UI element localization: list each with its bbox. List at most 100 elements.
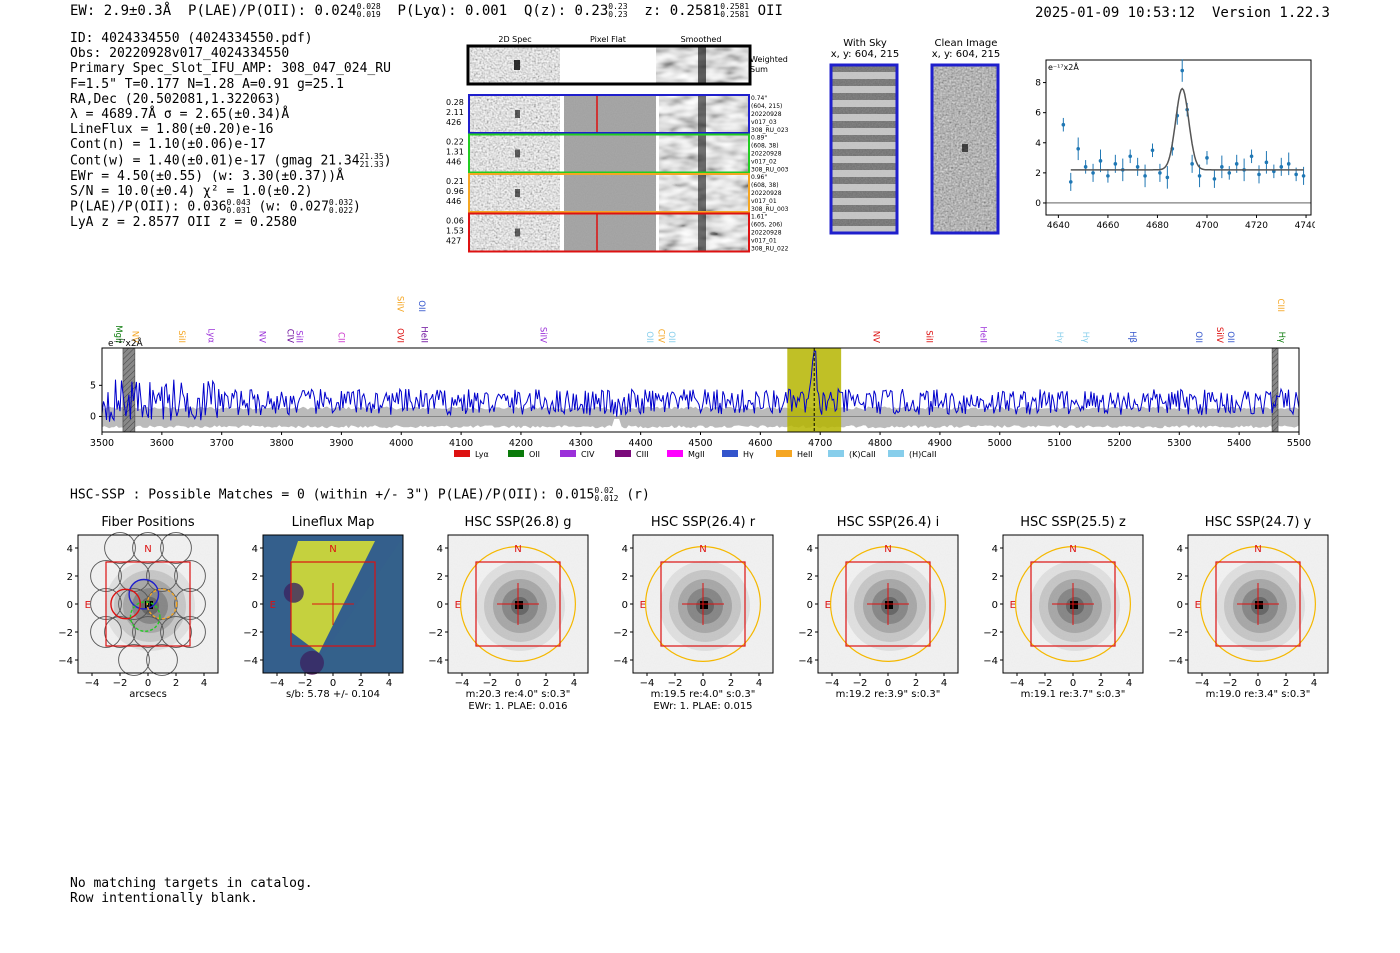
plae-w-hi: 0.032 [328,198,354,208]
hsc-search-box [1215,561,1301,647]
spectrum-line-label: OII [666,331,676,343]
zoom-xtick-label: 4700 [1196,221,1219,231]
clean-image [930,63,1000,235]
hsc-xtick-label: −4 [85,678,100,689]
legend-label: HeII [797,450,813,459]
fiber-circle [160,616,192,648]
footer: No matching targets in catalog. Row inte… [70,876,313,906]
sky-images [829,63,1000,235]
legend-label: Lyα [475,450,489,459]
spectrum-line-label: SiII [176,330,186,343]
header-qz-lo: 0.23 [608,10,628,19]
legend-swatch [776,450,792,457]
cutout-smooth-line [698,95,706,133]
spectrum-line-label: MgII [113,325,123,343]
cutout-flat-noise [564,213,656,252]
spectrum-line-label: SiIV [395,296,405,312]
spectrum-xtick-label: 5300 [1167,438,1191,449]
spectrum-xtick-label: 5200 [1107,438,1131,449]
hsc-ytick-label: −4 [428,656,443,667]
fiber-orange [146,588,178,620]
hsc-xtick-label: −4 [640,678,655,689]
plae-w-lo: 0.022 [328,206,354,216]
spectrum-xtick-label: 3900 [329,438,353,449]
legend-swatch [454,450,470,457]
fiber-circle [132,616,164,648]
spectrum-line-label: SiIV [538,327,548,343]
clean-image-xy: x, y: 604, 215 [931,49,1001,60]
spectrum-line-label: CII [335,332,345,343]
hsc-aperture-ellipse [459,545,577,663]
spectrum-ytick-label: 0 [90,411,96,422]
hsc-ytick-label: 2 [622,572,628,583]
hsc-xtick-label: 2 [358,678,364,689]
hsc-ytick-label: 2 [252,572,258,583]
zoom-point [1294,172,1298,177]
cutout-right-label: (604, 215) [751,103,782,110]
hsc-ytick-label: 4 [252,544,258,555]
info-radec: RA,Dec (20.502081,1.322063) [70,91,282,107]
header-plya: P(Lyα): 0.001 [397,3,508,19]
cutout-right-label: (608, 38) [751,182,779,189]
zoom-point [1301,174,1306,178]
fiber-circle [146,560,178,592]
hsc-ytick-label: 2 [1177,572,1183,583]
zoom-point [1150,148,1155,153]
hsc-north-label: N [884,544,891,555]
hsc-panel-title: HSC SSP(26.4) i [837,515,939,530]
spectrum-line-label: HeII [419,326,429,343]
hsc-ytick-label: −4 [613,656,628,667]
fiber-circle [118,588,150,620]
lineflux-blob [283,582,304,603]
spectrum-line-label: SiII [294,330,304,343]
hsc-panel-title: Lineflux Map [292,515,375,530]
hsc-xtick-label: 0 [145,678,151,689]
hsc-title-lo: 0.012 [594,494,619,503]
header-qz-hi: 0.23 [608,2,628,11]
info-obs: Obs: 20220928v017_4024334550 [70,46,290,62]
info-id: ID: 4024334550 (4024334550.pdf) [70,31,313,46]
hsc-xtick-label: −4 [1195,678,1210,689]
info-lya-z: LyA z = 2.8577 OII z = 0.2580 [70,215,297,231]
spectrum-flux-line [101,350,1300,422]
hsc-aperture-ellipse [1014,545,1132,663]
cutout-right-label: 20220928 [751,111,782,118]
hsc-ytick-label: 4 [1177,544,1183,555]
legend-label: MgII [688,450,705,459]
fiber-blue [128,578,160,610]
hsc-caption-1: m:19.2 re:3.9" s:0.3" [836,689,941,700]
weighted-frame [466,44,752,86]
spectrum-line-label: CIV [285,329,295,343]
hsc-ytick-label: −4 [58,656,73,667]
info-sn: S/N = 10.0(±0.4) χ² = 1.0(±0.2) [70,183,313,199]
cutout-right-label: 0.89" [751,135,767,142]
hsc-xtick-label: 4 [386,678,392,689]
hsc-north-label: N [329,544,336,555]
spectrum-plot: 3500 3600 3700 3800 3900 4000 4100 4200 4300 4400… [90,296,1311,459]
hsc-caption-1: m:19.1 re:3.7" s:0.3" [1021,689,1126,700]
hsc-caption-2: EWr: 1. PLAE: 0.015 [653,701,752,712]
cutout-gap [656,174,659,212]
cutout-left-label: 1.31 [446,148,464,157]
spectrum-line-label: OII [644,331,654,343]
header-plae-hi: 0.028 [356,2,381,11]
weighted-smooth-line [698,47,706,83]
zoom-ytick-label: 4 [1035,139,1041,149]
header-plae-lo: 0.019 [356,10,381,19]
cutout-gap [560,134,564,173]
hsc-aperture-ellipse [829,545,947,663]
spectrum-line-label: NV [130,331,140,343]
hsc-panel-title: HSC SSP(24.7) y [1205,515,1312,530]
hsc-ytick-label: −4 [1168,656,1183,667]
cutout-gap [560,95,564,133]
hsc-xtick-label: 4 [756,678,762,689]
legend-swatch [615,450,631,457]
hsc-ytick-label: 0 [622,600,628,611]
cutout-left-label: 0.06 [446,217,464,226]
hsc-search-box [1030,561,1116,647]
cutout-gap [560,213,564,252]
